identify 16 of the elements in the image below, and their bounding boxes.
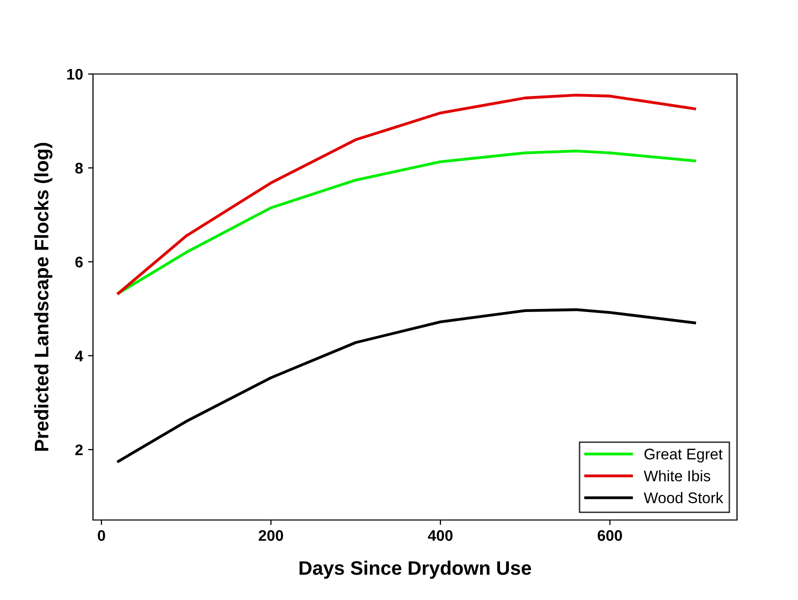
x-tick-label: 600: [598, 530, 622, 541]
y-tick-label: 2: [75, 444, 83, 456]
line-series: [117, 94, 696, 295]
legend-label: Great Egret: [644, 448, 723, 462]
y-tick-label: 8: [75, 162, 83, 174]
y-tick-label: 10: [67, 68, 83, 80]
x-tick-label: 0: [98, 530, 106, 541]
legend-label: Wood Stork: [644, 492, 724, 504]
x-tick-label: 200: [258, 530, 284, 541]
x-axis-title: Days Since Drydown Use: [300, 560, 532, 579]
y-tick-label: 4: [75, 350, 84, 362]
line-series: [117, 150, 696, 295]
y-tick-label: 6: [75, 256, 83, 268]
x-tick-label: 400: [428, 530, 453, 541]
legend-label: White Ibis: [644, 470, 710, 482]
y-axis-title: Predicted Landscape Flocks (log): [34, 142, 52, 451]
